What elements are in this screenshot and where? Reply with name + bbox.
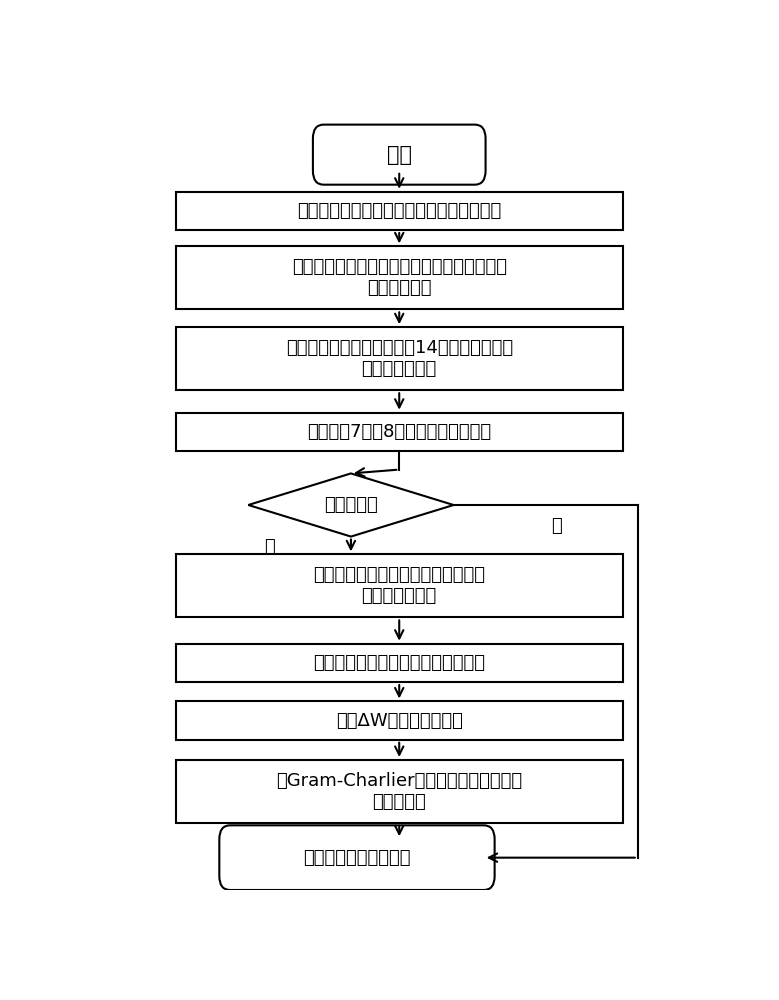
FancyBboxPatch shape [220, 825, 495, 890]
Bar [176, 760, 622, 823]
Text: 动态概率潮流计算结束: 动态概率潮流计算结束 [303, 849, 411, 867]
Text: 潮流收敛？: 潮流收敛？ [324, 496, 378, 514]
Text: 基于式（7）（8）进行动态潮流计算: 基于式（7）（8）进行动态潮流计算 [307, 423, 492, 441]
Text: 开始: 开始 [386, 145, 412, 165]
Text: 否: 否 [551, 517, 562, 535]
Bar [176, 246, 622, 309]
Text: 用Gram-Charlier级数展开法求出待求量
的分布函数: 用Gram-Charlier级数展开法求出待求量 的分布函数 [277, 772, 522, 811]
Text: 设置网损初値，计算如式（14）计算系统不平
衡功率的基准値: 设置网损初値，计算如式（14）计算系统不平 衡功率的基准値 [286, 339, 513, 378]
FancyBboxPatch shape [313, 125, 485, 185]
Text: 设置机组和柔性负荷功率分配因子，求取节点
功率分配因子: 设置机组和柔性负荷功率分配因子，求取节点 功率分配因子 [292, 258, 506, 297]
Bar [176, 327, 622, 390]
Text: 是: 是 [264, 538, 275, 556]
Text: 计算ΔW的各阶半不变量: 计算ΔW的各阶半不变量 [336, 712, 463, 730]
Text: 进行计及响应相关性的随机变量计算: 进行计及响应相关性的随机变量计算 [313, 654, 485, 672]
Bar [176, 701, 622, 740]
Polygon shape [249, 473, 453, 537]
Bar [176, 413, 622, 451]
Bar [176, 192, 622, 230]
Text: 导入系统数据，建立随机注入量的概率模型: 导入系统数据，建立随机注入量的概率模型 [297, 202, 502, 220]
Text: 求取节点电压和支路潮流的基准値，
计算灵敏度矩阵: 求取节点电压和支路潮流的基准値， 计算灵敏度矩阵 [313, 566, 485, 605]
Bar [176, 644, 622, 682]
Bar [176, 554, 622, 617]
